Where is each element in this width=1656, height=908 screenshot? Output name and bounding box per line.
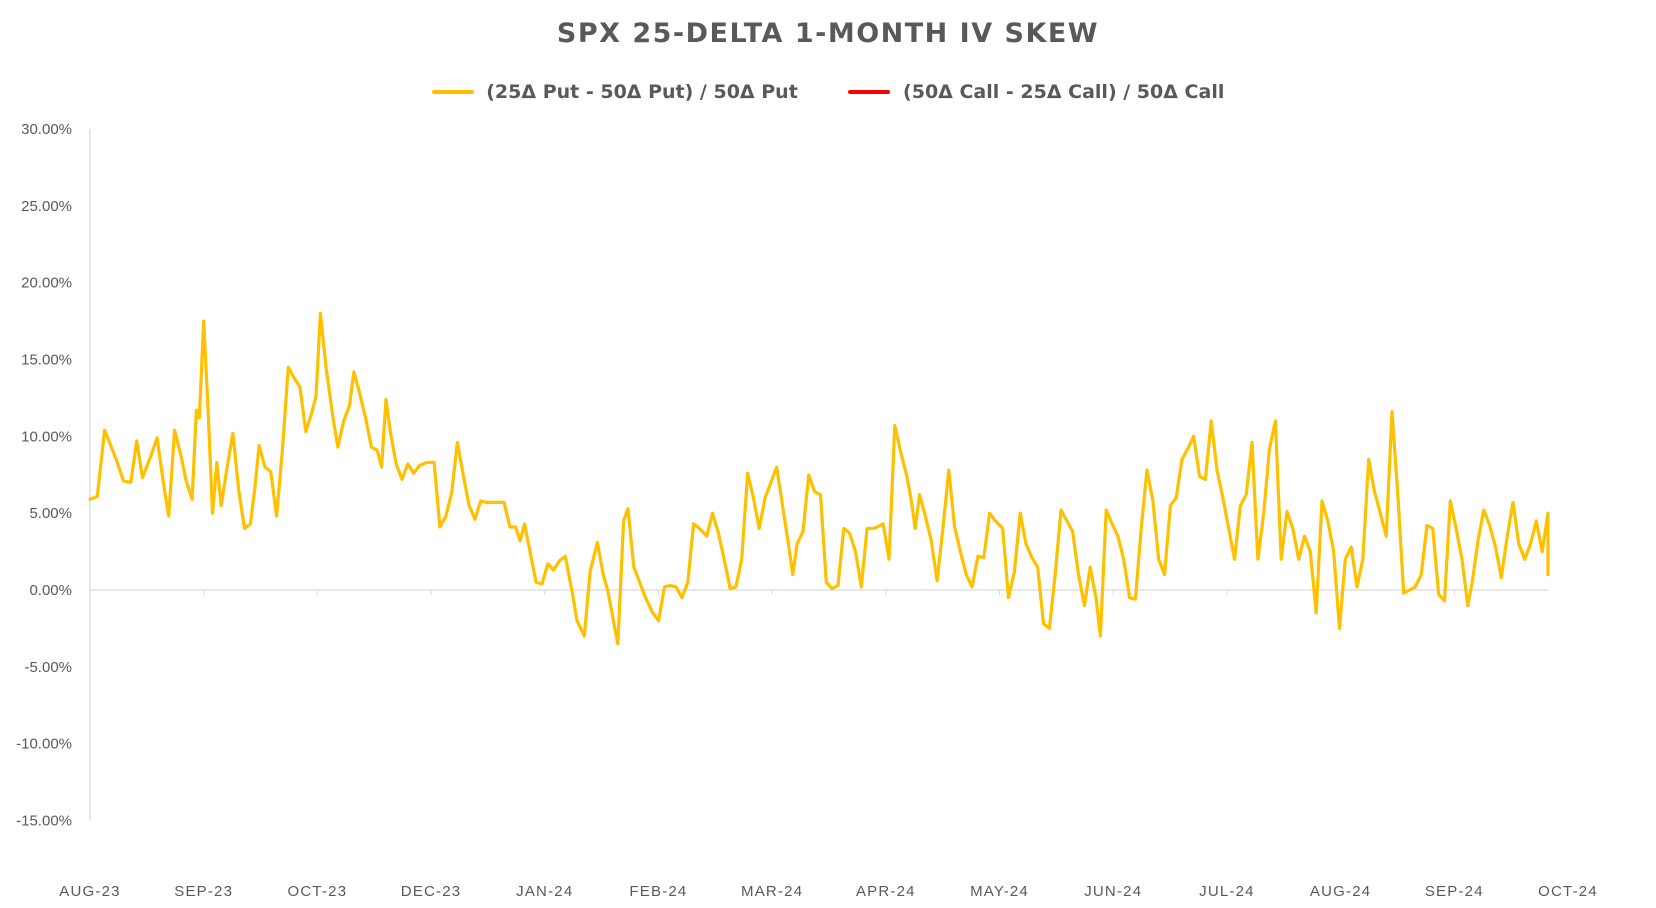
series-line-put-skew xyxy=(88,311,1550,646)
y-tick-label: -5.00% xyxy=(24,659,72,676)
y-tick-label: 30.00% xyxy=(21,121,72,138)
legend-label-call-skew: (50Δ Call - 25Δ Call) / 50Δ Call xyxy=(903,80,1225,103)
y-tick-label: 15.00% xyxy=(21,352,72,369)
x-tick-label: MAY-24 xyxy=(970,883,1029,900)
x-tick-label: JAN-24 xyxy=(516,883,573,900)
legend-item-put-skew: (25Δ Put - 50Δ Put) / 50Δ Put xyxy=(431,80,798,103)
legend-label-put-skew: (25Δ Put - 50Δ Put) / 50Δ Put xyxy=(486,80,798,103)
x-tick-label: DEC-23 xyxy=(401,883,462,900)
legend: (25Δ Put - 50Δ Put) / 50Δ Put (50Δ Call … xyxy=(0,80,1656,103)
legend-item-call-skew: (50Δ Call - 25Δ Call) / 50Δ Call xyxy=(848,81,1224,103)
x-tick-label: AUG-23 xyxy=(59,883,120,900)
y-tick-label: 10.00% xyxy=(21,428,72,445)
y-tick-label: 0.00% xyxy=(29,582,72,599)
x-tick-label: JUN-24 xyxy=(1084,883,1142,900)
y-tick-label: -10.00% xyxy=(16,736,72,753)
chart-title: SPX 25-DELTA 1-MONTH IV SKEW xyxy=(556,18,1100,49)
y-tick-label: 25.00% xyxy=(21,198,72,215)
x-tick-label: JUL-24 xyxy=(1199,883,1255,900)
x-tick-label: OCT-23 xyxy=(288,883,348,900)
x-tick-label: AUG-24 xyxy=(1310,883,1371,900)
legend-swatch-call-skew xyxy=(848,90,891,94)
x-tick-label: OCT-24 xyxy=(1538,883,1598,900)
y-tick-label: -15.00% xyxy=(16,813,72,830)
x-tick-label: SEP-23 xyxy=(174,883,233,900)
y-tick-label: 20.00% xyxy=(21,275,72,292)
x-tick-label: APR-24 xyxy=(856,883,916,900)
x-tick-label: FEB-24 xyxy=(629,883,687,900)
legend-swatch-put-skew xyxy=(431,90,474,94)
y-tick-label: 5.00% xyxy=(29,505,72,522)
x-tick-label: SEP-24 xyxy=(1425,883,1484,900)
x-tick-label: MAR-24 xyxy=(741,883,803,900)
